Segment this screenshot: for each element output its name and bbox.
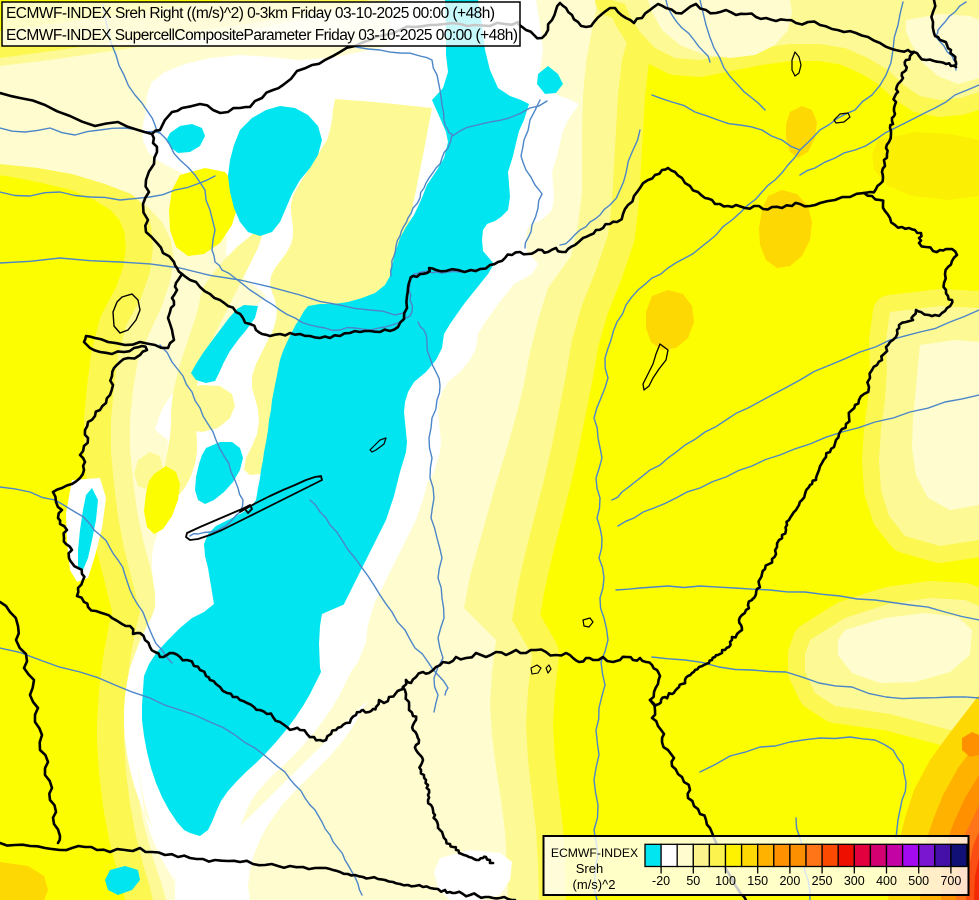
svg-text:50: 50 xyxy=(686,874,700,888)
svg-text:700: 700 xyxy=(940,874,961,888)
svg-text:ECMWF-INDEX: ECMWF-INDEX xyxy=(551,846,638,860)
svg-text:100: 100 xyxy=(715,874,736,888)
svg-text:150: 150 xyxy=(747,874,768,888)
svg-text:250: 250 xyxy=(812,874,833,888)
svg-text:500: 500 xyxy=(908,874,929,888)
svg-text:ECMWF-INDEX SupercellComposite: ECMWF-INDEX SupercellCompositeParameter … xyxy=(6,27,518,44)
svg-text:(m/s)^2: (m/s)^2 xyxy=(573,877,616,892)
svg-text:ECMWF-INDEX Sreh Right ((m/s)^: ECMWF-INDEX Sreh Right ((m/s)^2) 0-3km F… xyxy=(6,5,495,22)
svg-text:Sreh: Sreh xyxy=(576,861,603,876)
svg-text:200: 200 xyxy=(779,874,800,888)
svg-text:400: 400 xyxy=(876,874,897,888)
svg-text:300: 300 xyxy=(844,874,865,888)
svg-text:-20: -20 xyxy=(652,874,670,888)
